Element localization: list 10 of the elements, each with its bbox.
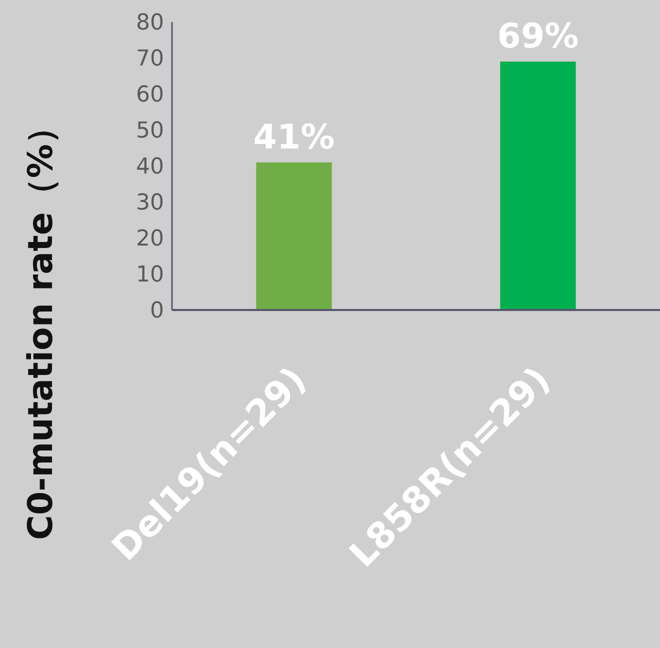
y-tick-label: 10 — [136, 262, 164, 288]
y-tick-label: 70 — [136, 46, 164, 72]
y-tick-label: 20 — [136, 226, 164, 252]
y-tick-label: 50 — [136, 118, 164, 144]
y-axis-title: C0-mutation rate（%） — [21, 110, 61, 540]
y-tick-label: 60 — [136, 82, 164, 108]
y-tick-label: 40 — [136, 154, 164, 180]
y-tick-label: 80 — [136, 10, 164, 36]
y-tick-label: 30 — [136, 190, 164, 216]
y-tick-label: 0 — [150, 298, 164, 324]
